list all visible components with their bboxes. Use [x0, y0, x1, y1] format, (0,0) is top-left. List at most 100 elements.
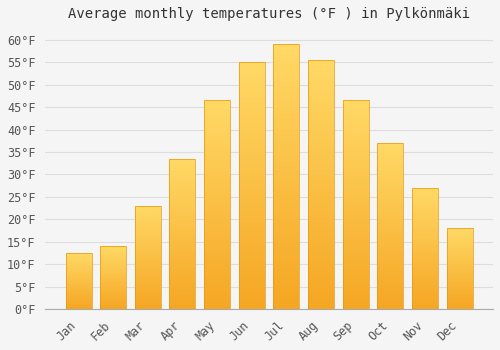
Bar [446, 273, 472, 274]
Bar [239, 119, 265, 121]
Bar [412, 286, 438, 287]
Bar [274, 243, 299, 245]
Bar [135, 223, 161, 224]
Bar [342, 223, 368, 225]
Bar [135, 247, 161, 248]
Bar [446, 308, 472, 309]
Bar [342, 146, 368, 148]
Bar [135, 237, 161, 238]
Bar [135, 243, 161, 244]
Bar [274, 259, 299, 261]
Bar [66, 266, 92, 267]
Bar [170, 213, 196, 214]
Bar [274, 145, 299, 147]
Bar [135, 209, 161, 210]
Bar [308, 80, 334, 82]
Bar [308, 244, 334, 247]
Bar [412, 224, 438, 225]
Bar [446, 289, 472, 290]
Bar [446, 258, 472, 259]
Bar [66, 263, 92, 264]
Bar [204, 180, 230, 182]
Bar [204, 194, 230, 196]
Bar [135, 260, 161, 261]
Bar [100, 265, 126, 266]
Bar [446, 246, 472, 247]
Bar [446, 272, 472, 273]
Bar [100, 256, 126, 257]
Bar [446, 303, 472, 304]
Bar [342, 140, 368, 142]
Bar [204, 290, 230, 292]
Bar [135, 295, 161, 296]
Bar [412, 225, 438, 227]
Bar [239, 188, 265, 190]
Bar [170, 187, 196, 189]
Bar [239, 282, 265, 284]
Bar [308, 249, 334, 252]
Bar [100, 261, 126, 262]
Bar [239, 208, 265, 210]
Bar [66, 257, 92, 258]
Bar [170, 249, 196, 250]
Bar [342, 123, 368, 125]
Bar [239, 284, 265, 287]
Bar [446, 302, 472, 303]
Bar [378, 155, 404, 156]
Bar [308, 107, 334, 110]
Bar [446, 295, 472, 296]
Bar [412, 308, 438, 309]
Bar [274, 89, 299, 92]
Bar [135, 294, 161, 295]
Bar [378, 284, 404, 286]
Bar [170, 214, 196, 216]
Bar [204, 236, 230, 238]
Bar [412, 233, 438, 234]
Bar [308, 302, 334, 304]
Bar [204, 225, 230, 228]
Bar [274, 216, 299, 219]
Bar [274, 74, 299, 76]
Bar [135, 212, 161, 213]
Bar [100, 308, 126, 309]
Bar [308, 239, 334, 242]
Bar [135, 233, 161, 234]
Bar [308, 115, 334, 117]
Bar [378, 299, 404, 301]
Bar [274, 261, 299, 264]
Bar [170, 217, 196, 219]
Bar [66, 271, 92, 272]
Bar [412, 190, 438, 191]
Bar [412, 239, 438, 240]
Bar [66, 293, 92, 294]
Bar [100, 294, 126, 295]
Bar [100, 288, 126, 289]
Bar [342, 182, 368, 184]
Bar [204, 186, 230, 188]
Bar [204, 144, 230, 146]
Bar [274, 195, 299, 198]
Bar [412, 251, 438, 252]
Bar [308, 122, 334, 125]
Bar [274, 68, 299, 71]
Bar [342, 228, 368, 230]
Bar [412, 200, 438, 201]
Bar [66, 268, 92, 269]
Bar [412, 303, 438, 304]
Bar [412, 252, 438, 253]
Bar [274, 137, 299, 140]
Bar [239, 146, 265, 149]
Bar [239, 247, 265, 250]
Bar [308, 304, 334, 307]
Bar [100, 269, 126, 270]
Bar [378, 175, 404, 176]
Bar [308, 149, 334, 152]
Bar [170, 255, 196, 257]
Bar [170, 280, 196, 282]
Bar [170, 235, 196, 237]
Bar [378, 151, 404, 153]
Bar [342, 263, 368, 265]
Bar [239, 94, 265, 97]
Bar [412, 259, 438, 260]
Bar [135, 219, 161, 220]
